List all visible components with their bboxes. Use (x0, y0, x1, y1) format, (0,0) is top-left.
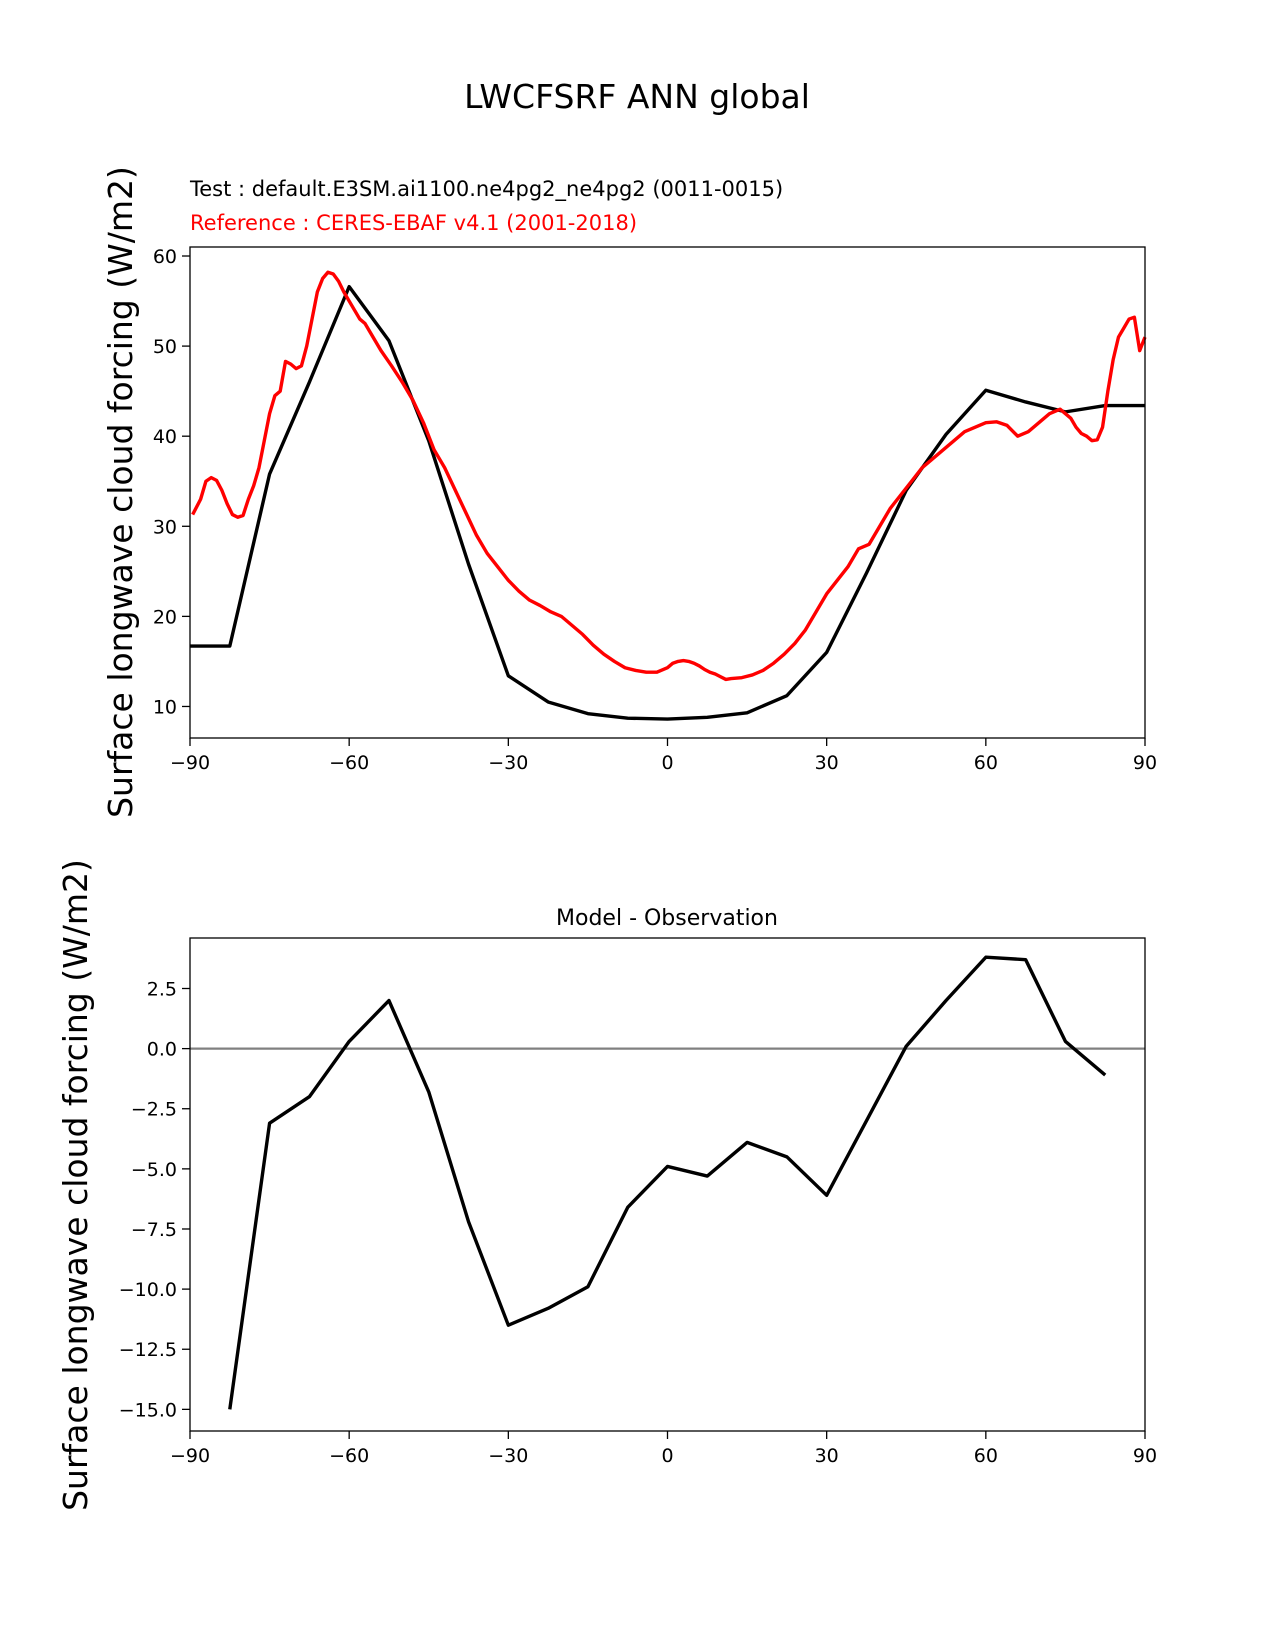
x-tick-label: −90 (170, 752, 210, 774)
x-tick-label: −60 (329, 752, 369, 774)
top-series-group (190, 270, 1147, 721)
y-tick-label: −5.0 (131, 1159, 177, 1181)
bottom-xticks: −90 −60 −30 0 30 60 90 (170, 1431, 1157, 1467)
y-tick-label: 40 (153, 426, 177, 448)
y-tick-label: 60 (153, 246, 177, 268)
x-tick-label: 60 (974, 752, 998, 774)
y-tick-label: 10 (153, 696, 177, 718)
test-label: Test : default.E3SM.ai1100.ne4pg2_ne4pg2… (189, 177, 783, 202)
y-tick-label: 30 (153, 516, 177, 538)
y-tick-label: −12.5 (119, 1339, 177, 1361)
x-tick-label: −30 (488, 752, 528, 774)
y-tick-label: 0.0 (147, 1039, 177, 1061)
y-tick-label: −10.0 (119, 1279, 177, 1301)
x-tick-label: 90 (1133, 1445, 1157, 1467)
y-tick-label: 50 (153, 336, 177, 358)
top-yticks: 10 20 30 40 50 60 (153, 246, 190, 718)
reference-label: Reference : CERES-EBAF v4.1 (2001-2018) (190, 211, 637, 235)
difference-series-line (228, 955, 1107, 1410)
y-tick-label: −15.0 (119, 1399, 177, 1421)
test-series-line (190, 284, 1145, 721)
y-tick-label: 20 (153, 606, 177, 628)
reference-series-line (191, 270, 1147, 682)
x-tick-label: 0 (661, 752, 673, 774)
bottom-ylabel: Surface longwave cloud forcing (W/m2) (56, 859, 95, 1511)
x-tick-label: 60 (974, 1445, 998, 1467)
figure-title: LWCFSRF ANN global (464, 77, 810, 116)
x-tick-label: 30 (815, 752, 839, 774)
x-tick-label: −90 (170, 1445, 210, 1467)
x-tick-label: 0 (661, 1445, 673, 1467)
x-tick-label: −60 (329, 1445, 369, 1467)
top-panel: −90 −60 −30 0 30 60 90 10 20 30 40 50 60 Surface lo… (101, 166, 1157, 818)
y-tick-label: 2.5 (147, 979, 177, 1001)
bottom-title: Model - Observation (556, 906, 778, 931)
x-tick-label: −30 (488, 1445, 528, 1467)
bottom-panel: Model - Observation −90 −60 −30 0 30 60 90 2.5… (56, 859, 1157, 1511)
top-ylabel: Surface longwave cloud forcing (W/m2) (101, 166, 140, 818)
y-tick-label: −7.5 (131, 1219, 177, 1241)
x-tick-label: 90 (1133, 752, 1157, 774)
y-tick-label: −2.5 (131, 1099, 177, 1121)
bottom-yticks: 2.5 0.0 −2.5 −5.0 −7.5 −10.0 −12.5 −15.0 (119, 979, 190, 1421)
bottom-series-group (190, 955, 1145, 1410)
top-xticks: −90 −60 −30 0 30 60 90 (170, 738, 1157, 774)
x-tick-label: 30 (815, 1445, 839, 1467)
